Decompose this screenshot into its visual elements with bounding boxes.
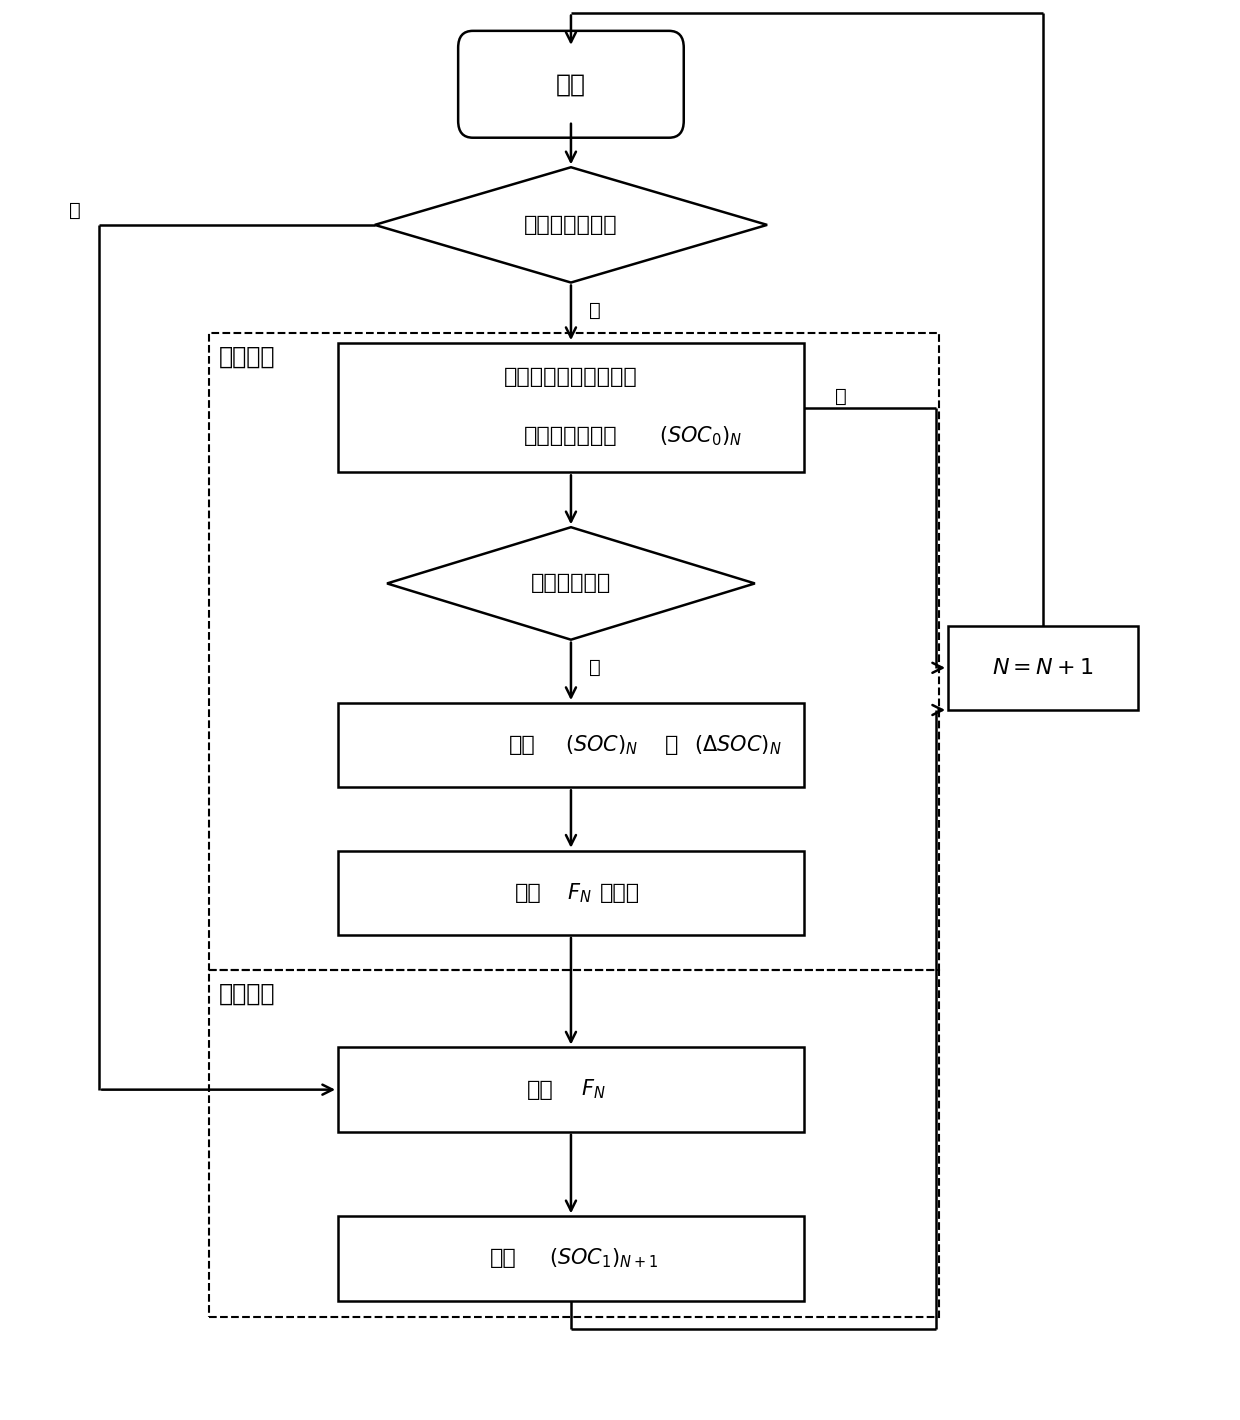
Bar bbox=[949, 626, 1138, 710]
Text: 计算: 计算 bbox=[490, 1248, 517, 1268]
Text: $(SOC_1)_{N+1}$: $(SOC_1)_{N+1}$ bbox=[549, 1247, 658, 1269]
Text: 和: 和 bbox=[665, 736, 678, 755]
Text: 充电状态: 充电状态 bbox=[219, 345, 275, 368]
Text: 计算: 计算 bbox=[515, 883, 542, 903]
Text: 获得: 获得 bbox=[527, 1079, 554, 1099]
FancyBboxPatch shape bbox=[458, 31, 683, 138]
Polygon shape bbox=[387, 527, 755, 639]
Text: 否: 否 bbox=[68, 202, 81, 220]
Text: $N = N + 1$: $N = N + 1$ bbox=[992, 657, 1094, 677]
Text: 并存储: 并存储 bbox=[600, 883, 640, 903]
Text: $F_N$: $F_N$ bbox=[567, 880, 591, 905]
Text: 放电状态: 放电状态 bbox=[219, 981, 275, 1005]
Text: 是: 是 bbox=[589, 659, 601, 677]
Bar bbox=[339, 703, 804, 787]
Bar bbox=[339, 344, 804, 473]
Text: 计算: 计算 bbox=[508, 736, 536, 755]
Text: $F_N$: $F_N$ bbox=[580, 1078, 605, 1102]
Bar bbox=[339, 1048, 804, 1132]
Text: 荷电状态，记作: 荷电状态，记作 bbox=[525, 426, 618, 446]
Text: 充电枪是否连接: 充电枪是否连接 bbox=[525, 214, 618, 234]
Text: $(SOC_0)_N$: $(SOC_0)_N$ bbox=[660, 425, 743, 447]
Text: $(SOC)_N$: $(SOC)_N$ bbox=[565, 733, 639, 757]
Text: 是: 是 bbox=[589, 301, 601, 320]
Text: $(\Delta SOC)_N$: $(\Delta SOC)_N$ bbox=[693, 733, 781, 757]
Text: 获得上一次放电末端的: 获得上一次放电末端的 bbox=[505, 366, 637, 386]
Text: 开始: 开始 bbox=[556, 72, 587, 97]
Bar bbox=[339, 851, 804, 934]
Polygon shape bbox=[374, 168, 768, 283]
Text: 电池是否满充: 电池是否满充 bbox=[531, 574, 611, 594]
Bar bbox=[339, 1216, 804, 1301]
Bar bbox=[210, 334, 939, 970]
Bar bbox=[210, 970, 939, 1318]
Text: 否: 否 bbox=[835, 386, 847, 406]
